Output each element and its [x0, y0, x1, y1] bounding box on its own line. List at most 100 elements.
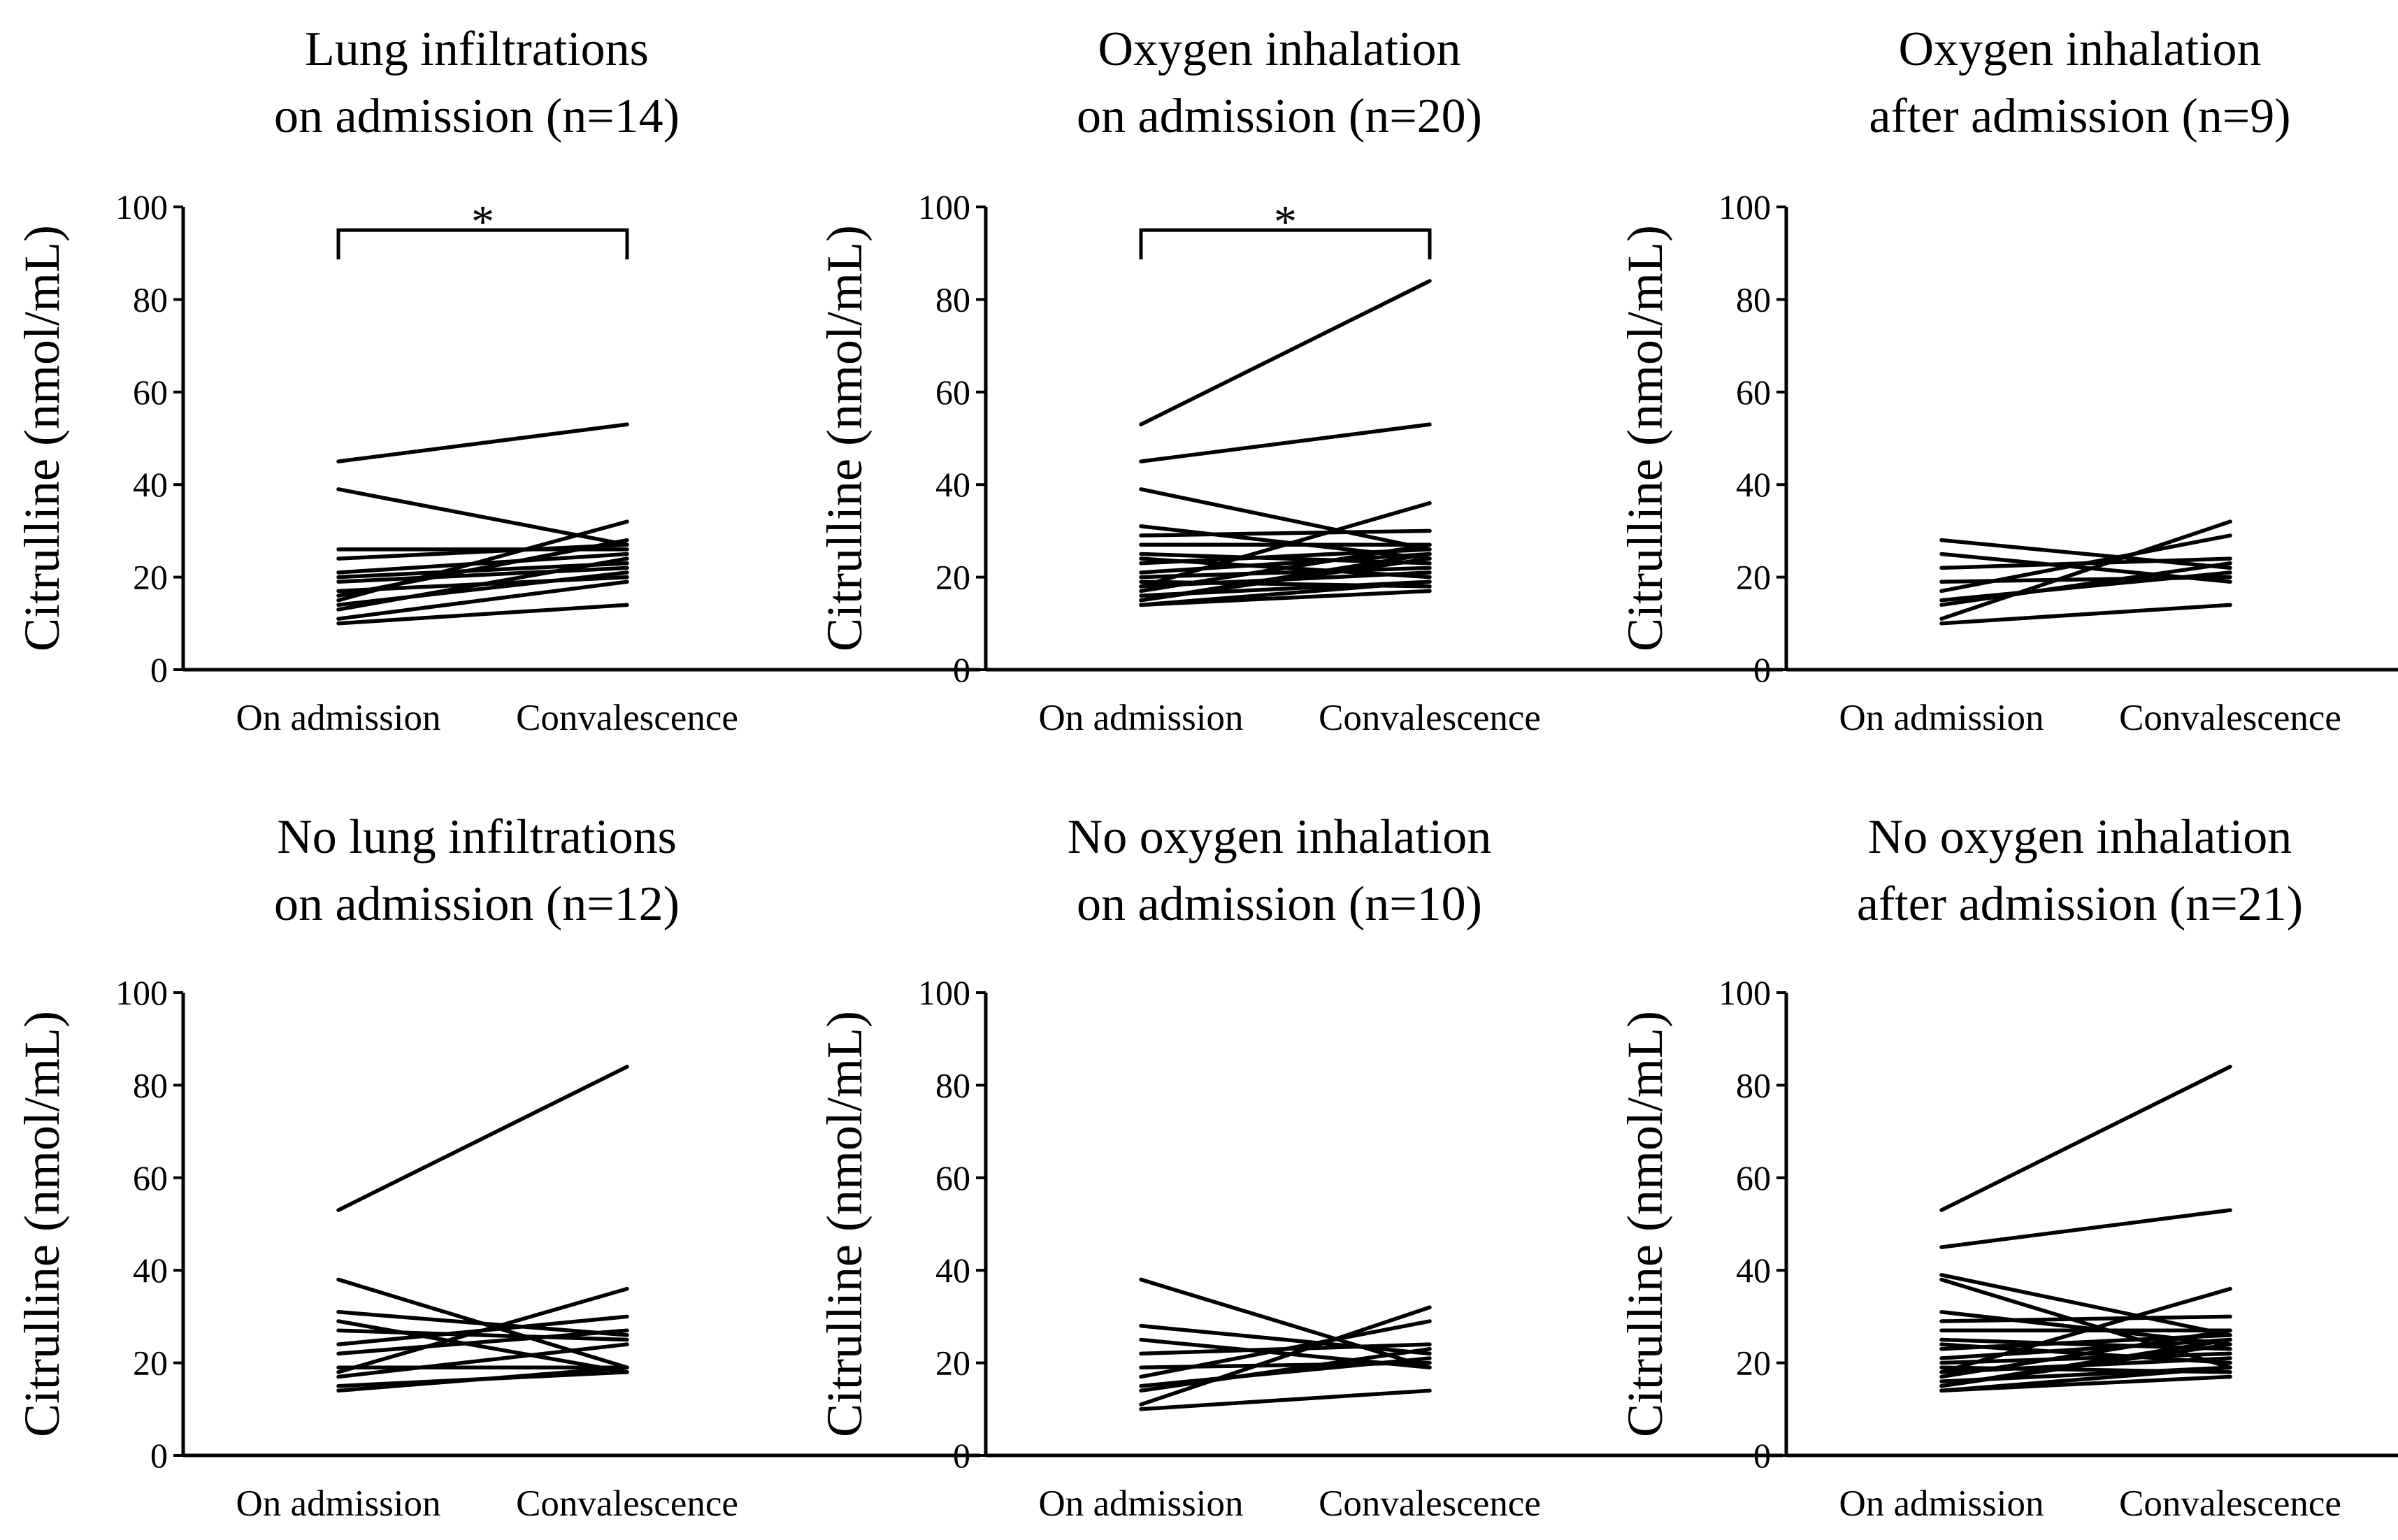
series-line-p14: [336, 603, 629, 626]
y-tick-label: 80: [133, 280, 168, 319]
chart-title-line: No oxygen inhalation: [1068, 810, 1492, 864]
series-line-p6: [1939, 1314, 2232, 1323]
series-line-p11: [1939, 1337, 2232, 1360]
x-category-label: Convalescence: [516, 1483, 738, 1524]
chart-panel-3: Oxygen inhalation after admission (n=9) Ci…: [1617, 22, 2398, 738]
y-tick-label: 60: [1736, 1158, 1771, 1197]
x-category-label: On admission: [1039, 698, 1244, 738]
y-tick-label: 80: [1736, 1065, 1771, 1104]
series-line-p7: [336, 566, 629, 584]
y-axis-label: Citrulline (nmol/mL): [1617, 1011, 1673, 1437]
y-tick-label: 0: [150, 1436, 168, 1475]
series-line-p5: [1139, 528, 1432, 538]
series-line-p13: [1139, 501, 1432, 589]
series-line-p8: [1939, 519, 2232, 621]
y-tick-label: 100: [1718, 973, 1771, 1012]
y-tick-label: 0: [953, 650, 970, 689]
series-line-p5: [336, 552, 629, 575]
y-tick-label: 60: [133, 373, 168, 412]
x-category-label: Convalescence: [1319, 1483, 1541, 1524]
series-line-p1: [1139, 279, 1432, 426]
series-line-p12: [336, 1365, 629, 1393]
y-tick-label: 60: [935, 373, 970, 412]
chart-panel-2: Oxygen inhalation on admission (n=20) Citr…: [817, 22, 1783, 738]
y-tick-label: 80: [935, 1065, 970, 1104]
x-category-label: On admission: [236, 698, 441, 738]
y-tick-label: 0: [953, 1436, 970, 1475]
x-category-label: Convalescence: [516, 698, 738, 738]
series-line-p11: [1139, 566, 1432, 580]
series-line-p1: [336, 422, 629, 463]
series-line-p13: [336, 580, 629, 621]
series-line-p7: [1139, 1356, 1432, 1388]
series-line-p2: [1139, 1323, 1432, 1356]
y-tick-label: 100: [918, 187, 970, 226]
series-line-p4: [336, 1319, 629, 1374]
y-tick-label: 60: [133, 1158, 168, 1197]
x-category-label: Convalescence: [2119, 1483, 2341, 1524]
chart-title-line: Oxygen inhalation: [1898, 22, 2261, 76]
series-line-p7: [1939, 561, 2232, 607]
y-tick-label: 20: [133, 558, 168, 597]
x-category-label: On admission: [236, 1483, 441, 1524]
chart-panel-5: No oxygen inhalation on admission (n=10) C…: [817, 810, 1783, 1524]
y-tick-label: 80: [133, 1065, 168, 1104]
series-line-p18: [1139, 556, 1432, 603]
y-tick-label: 20: [935, 1344, 970, 1383]
series-line-p3: [1139, 487, 1432, 552]
series-line-p7: [336, 1328, 629, 1356]
y-tick-label: 100: [115, 973, 168, 1012]
y-tick-label: 40: [935, 465, 970, 504]
series-line-p3: [1939, 1273, 2232, 1337]
series-line-p5: [1939, 533, 2232, 593]
series-line-p1: [1939, 538, 2232, 570]
y-tick-label: 20: [935, 558, 970, 597]
series-line-p9: [1139, 1305, 1432, 1406]
y-axis-label: Citrulline (nmol/mL): [1617, 225, 1673, 652]
series-line-p2: [1139, 422, 1432, 463]
series-line-p1: [1939, 1065, 2232, 1212]
y-tick-label: 100: [1718, 187, 1771, 226]
series-line-p6: [1939, 570, 2232, 603]
y-tick-label: 0: [1753, 650, 1771, 689]
y-axis-label: Citrulline (nmol/mL): [14, 1011, 70, 1437]
chart-title-line: No lung infiltrations: [277, 810, 677, 864]
series-line-p1: [1139, 1277, 1432, 1369]
y-tick-label: 40: [1736, 465, 1771, 504]
y-tick-label: 0: [1753, 1436, 1771, 1475]
significance-marker: *: [1274, 196, 1297, 247]
chart-title-line: No oxygen inhalation: [1868, 810, 2292, 864]
series-line-p14: [1939, 1286, 2232, 1374]
x-category-label: Convalescence: [1319, 698, 1541, 738]
x-category-label: On admission: [1039, 1483, 1244, 1524]
series-line-p10: [1139, 1388, 1432, 1411]
y-tick-label: 40: [1736, 1251, 1771, 1290]
chart-panel-1: Lung infiltrations on admission (n=14) Cit…: [14, 22, 980, 738]
x-category-label: On admission: [1839, 1483, 2044, 1524]
y-tick-label: 40: [133, 1251, 168, 1290]
series-line-p19: [1939, 1342, 2232, 1388]
y-tick-label: 20: [1736, 1344, 1771, 1383]
series-line-p5: [336, 1328, 629, 1342]
y-tick-label: 60: [1736, 373, 1771, 412]
chart-title-line: on admission (n=12): [274, 877, 680, 931]
y-tick-label: 40: [133, 465, 168, 504]
series-line-p4: [336, 542, 629, 561]
series-line-p12: [1939, 1351, 2232, 1365]
series-line-p2: [1939, 1208, 2232, 1249]
chart-panel-6: No oxygen inhalation after admission (n=2…: [1617, 810, 2398, 1524]
series-line-p9: [1939, 603, 2232, 626]
y-axis-label: Citrulline (nmol/mL): [817, 1011, 873, 1437]
chart-title-line: after admission (n=21): [1857, 877, 2303, 931]
series-line-p6: [1139, 1319, 1432, 1379]
significance-bracket: [336, 228, 629, 260]
series-line-p1: [336, 1065, 629, 1212]
y-tick-label: 20: [1736, 558, 1771, 597]
y-tick-label: 100: [115, 187, 168, 226]
x-category-label: On admission: [1839, 698, 2044, 738]
y-tick-label: 100: [918, 973, 970, 1012]
y-tick-label: 60: [935, 1158, 970, 1197]
y-tick-label: 20: [133, 1344, 168, 1383]
y-tick-label: 80: [935, 280, 970, 319]
